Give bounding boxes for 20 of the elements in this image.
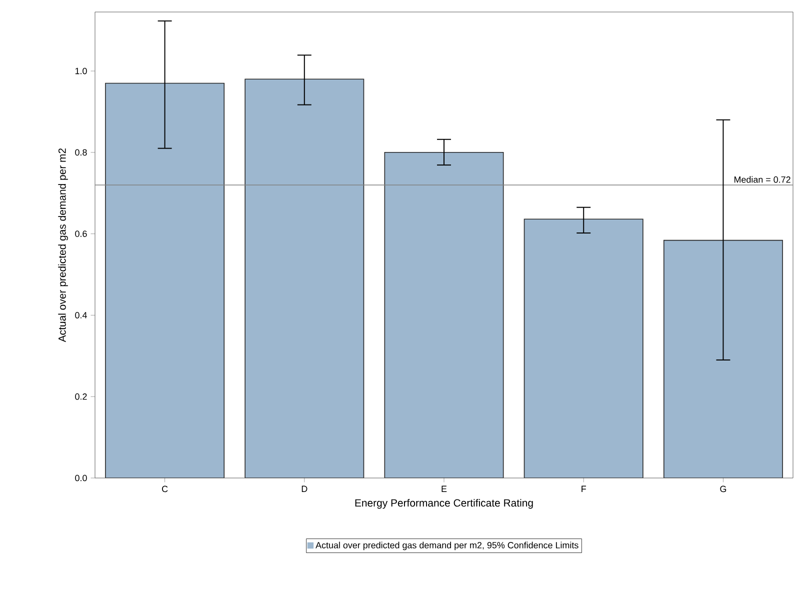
bar xyxy=(105,83,224,478)
y-tick-label: 0.4 xyxy=(75,312,87,318)
bar xyxy=(384,152,504,478)
x-tick-label: E xyxy=(442,486,447,492)
y-tick-label: 0.2 xyxy=(75,393,87,400)
y-tick-label: 0.8 xyxy=(75,149,87,156)
x-tick-label: C xyxy=(162,486,168,492)
bar xyxy=(663,240,783,478)
y-tick-label: 1.0 xyxy=(75,68,87,74)
y-axis-title: Actual over predicted gas demand per m2 xyxy=(58,148,68,342)
x-tick-label: F xyxy=(582,486,586,492)
x-tick-label: G xyxy=(720,486,726,492)
ref-line-label: Median = 0.72 xyxy=(734,176,790,183)
x-tick-label: D xyxy=(302,486,308,492)
bar xyxy=(245,79,364,478)
y-tick-label: 0.6 xyxy=(75,230,87,237)
y-tick-label: 0.0 xyxy=(75,474,87,482)
bar xyxy=(524,219,643,478)
legend-label: Actual over predicted gas demand per m2, 95% Confidence Limits xyxy=(316,542,578,550)
x-axis-title: Energy Performance Certificate Rating xyxy=(355,498,533,509)
